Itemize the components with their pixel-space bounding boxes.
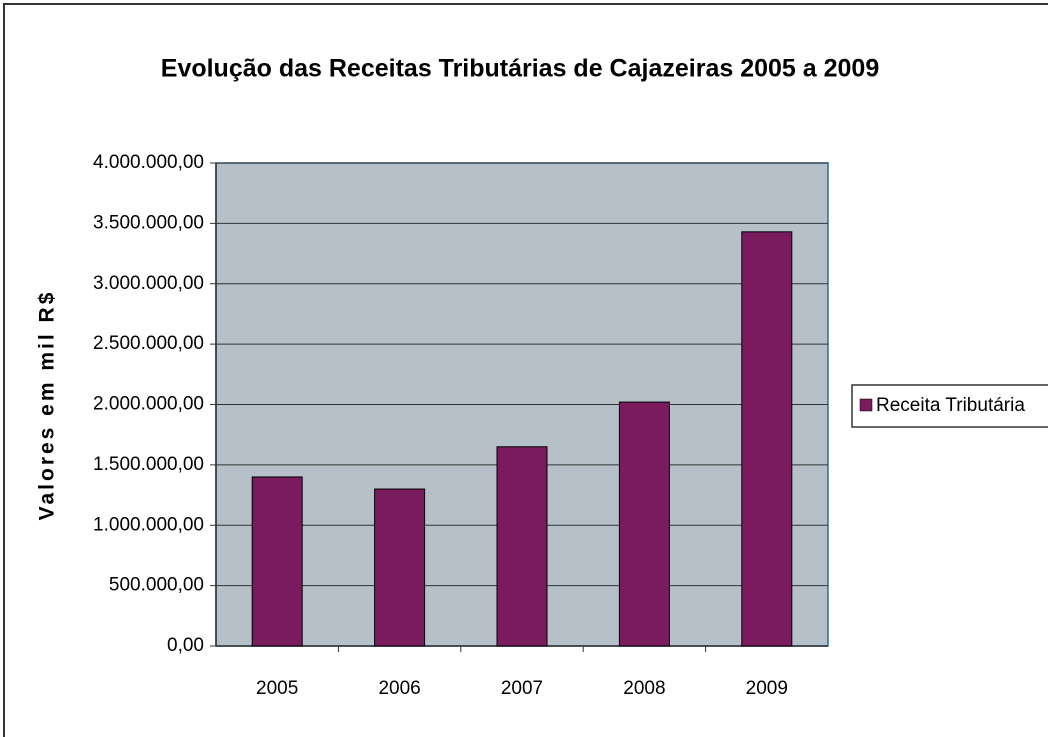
legend-label: Receita Tributária [876,395,1025,416]
y-tick-label: 1.000.000,00 [93,514,204,535]
y-tick-label: 3.000.000,00 [93,273,204,294]
y-tick-label: 3.500.000,00 [93,212,204,233]
y-tick-label: 4.000.000,00 [93,152,204,173]
legend-swatch [859,398,873,412]
x-tick-label: 2009 [746,678,788,699]
y-tick-label: 0,00 [167,635,204,656]
x-tick-label: 2006 [378,678,420,699]
bar [618,401,670,647]
y-tick-label: 2.500.000,00 [93,333,204,354]
legend-box [851,384,1048,428]
y-axis-label: Valores em mil R$ [36,290,59,521]
x-tick-label: 2005 [256,678,298,699]
y-tick-label: 1.500.000,00 [93,454,204,475]
chart-title: Evolução das Receitas Tributárias de Caj… [161,55,879,83]
y-tick-label: 2.000.000,00 [93,394,204,415]
x-tick-label: 2008 [623,678,665,699]
bar [496,446,548,647]
bar [251,476,303,647]
bar [374,488,426,647]
bar [741,231,793,647]
x-tick-label: 2007 [501,678,543,699]
y-tick-label: 500.000,00 [109,575,204,596]
